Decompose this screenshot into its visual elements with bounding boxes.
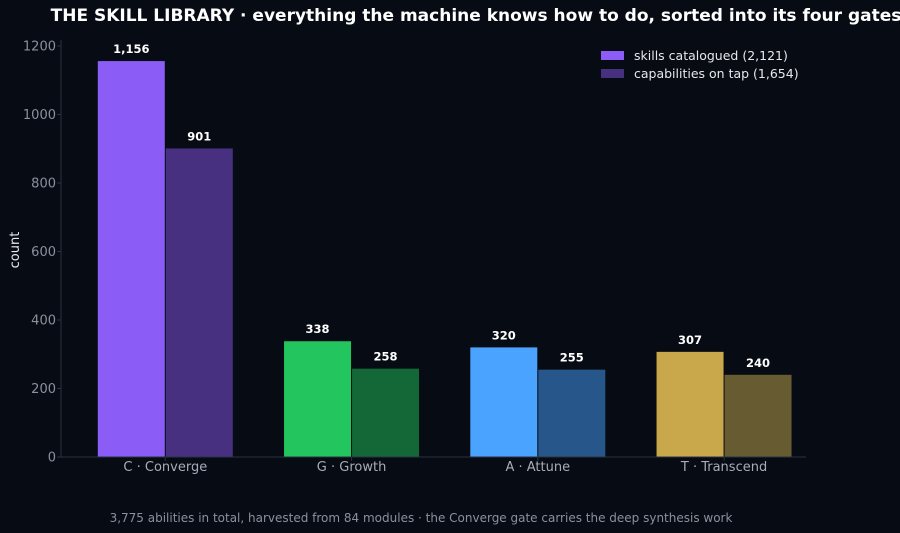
legend-swatch bbox=[601, 69, 624, 78]
y-tick-label: 1000 bbox=[23, 108, 56, 123]
y-axis: 0 200 400 600 800 1000 1200 bbox=[23, 40, 62, 466]
bar-skills-4 bbox=[656, 351, 724, 457]
footnote: 3,775 abilities in total, harvested from… bbox=[109, 511, 733, 525]
bar-value-label: 1,156 bbox=[113, 42, 149, 56]
x-tick-label: A · Attune bbox=[505, 460, 570, 475]
bar-capabilities-3 bbox=[538, 369, 606, 457]
bar-value-label: 240 bbox=[746, 356, 770, 370]
y-tick-label: 0 bbox=[48, 451, 56, 466]
x-tick-label: C · Converge bbox=[123, 460, 207, 475]
y-tick-label: 200 bbox=[31, 382, 56, 397]
y-tick-label: 600 bbox=[31, 245, 56, 260]
legend-label: capabilities on tap (1,654) bbox=[634, 66, 799, 81]
x-tick-label: G · Growth bbox=[317, 460, 387, 475]
chart-title: THE SKILL LIBRARY · everything the machi… bbox=[50, 6, 900, 26]
x-tick-label: T · Transcend bbox=[680, 460, 767, 475]
bar-skills-2 bbox=[284, 341, 352, 457]
bar-capabilities-4 bbox=[724, 374, 792, 457]
bar-value-label: 320 bbox=[492, 328, 516, 342]
x-axis: C · Converge G · Growth A · Attune T · Tran… bbox=[61, 456, 806, 475]
bar-value-label: 258 bbox=[374, 350, 398, 364]
bar-capabilities-2 bbox=[352, 368, 420, 457]
bar-capabilities-1 bbox=[165, 148, 233, 457]
legend: skills catalogued (2,121) capabilities on… bbox=[601, 48, 799, 81]
bar-value-label: 901 bbox=[187, 129, 211, 143]
bar-skills-1 bbox=[97, 61, 165, 457]
y-tick-label: 800 bbox=[31, 177, 56, 192]
legend-swatch bbox=[601, 51, 624, 60]
bar-value-label: 307 bbox=[678, 333, 702, 347]
legend-label: skills catalogued (2,121) bbox=[634, 48, 788, 63]
bars: 1,156 901 338 258 320 255 307 240 bbox=[97, 42, 792, 457]
bar-value-label: 338 bbox=[306, 322, 330, 336]
y-tick-label: 400 bbox=[31, 314, 56, 329]
y-tick-label: 1200 bbox=[23, 40, 56, 55]
bar-skills-3 bbox=[470, 347, 538, 457]
y-axis-label: count bbox=[8, 232, 23, 269]
bar-value-label: 255 bbox=[560, 351, 584, 365]
